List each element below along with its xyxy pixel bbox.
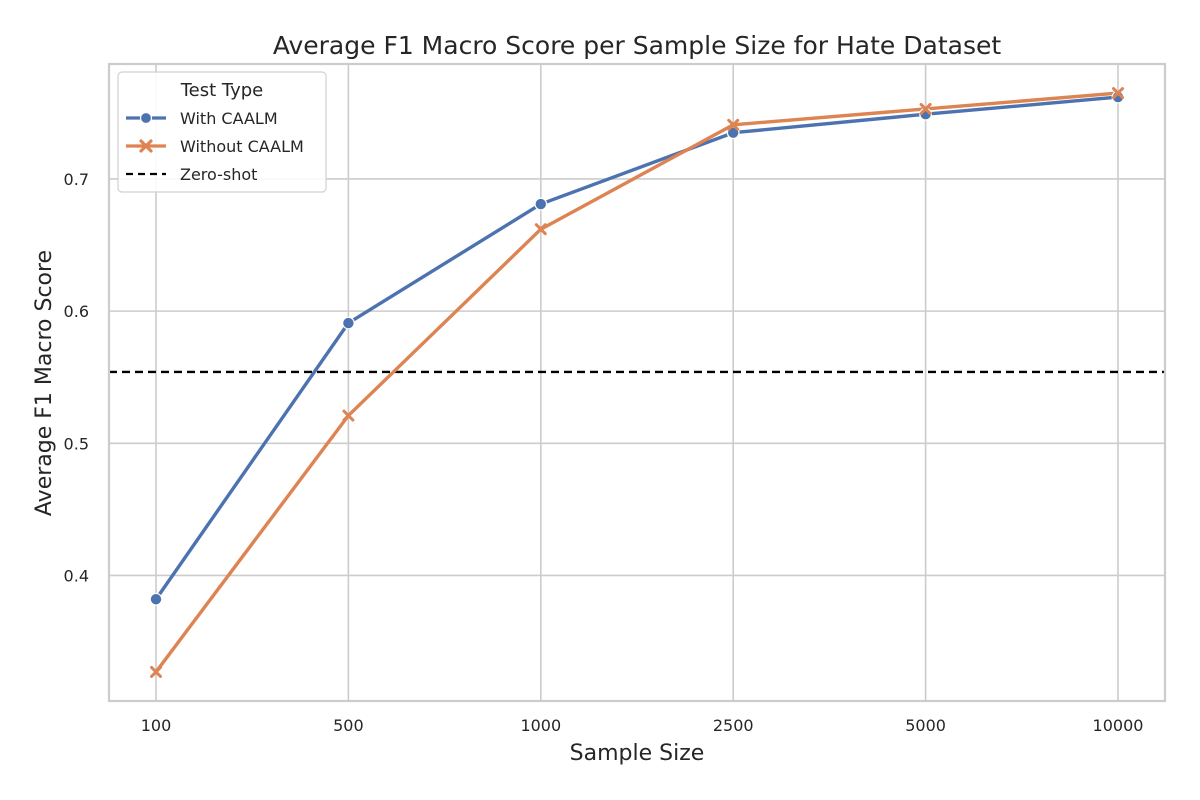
y-tick-label: 0.7	[64, 170, 89, 189]
series-line-with-caalm	[154, 95, 1120, 601]
legend-title: Test Type	[180, 80, 264, 101]
point-without-caalm-2500	[727, 118, 740, 131]
legend-label-zero-shot: Zero-shot	[180, 165, 257, 184]
point-with-caalm-100	[149, 592, 163, 606]
series-line-without-caalm	[154, 91, 1120, 674]
x-tick-label: 10000	[1093, 716, 1144, 735]
chart-title: Average F1 Macro Score per Sample Size f…	[273, 31, 1002, 60]
point-without-caalm-1000	[534, 223, 547, 236]
point-without-caalm-100	[150, 665, 162, 678]
point-without-caalm-5000	[919, 102, 932, 115]
y-tick-label: 0.6	[64, 302, 89, 321]
x-axis-label: Sample Size	[570, 741, 705, 766]
legend-marker-with-caalm	[139, 111, 153, 125]
point-with-caalm-500	[342, 316, 355, 330]
y-axis-ticks: 0.4 0.5 0.6 0.7	[64, 170, 89, 585]
legend-label-without-caalm: Without CAALM	[180, 137, 304, 156]
point-with-caalm-2500	[726, 126, 740, 140]
plot-frame	[107, 62, 1167, 703]
x-tick-label: 5000	[905, 716, 946, 735]
x-tick-label: 100	[141, 716, 172, 735]
point-with-caalm-1000	[534, 197, 548, 211]
series-layer	[149, 87, 1125, 678]
y-tick-label: 0.5	[64, 434, 89, 453]
legend-box	[117, 71, 327, 193]
y-axis-label: Average F1 Macro Score	[32, 250, 57, 516]
gridlines	[109, 64, 1165, 701]
legend-label-with-caalm: With CAALM	[180, 109, 278, 128]
x-tick-label: 1000	[520, 716, 561, 735]
point-without-caalm-10000	[1112, 87, 1124, 100]
x-tick-label: 500	[333, 716, 364, 735]
y-tick-label: 0.4	[64, 566, 89, 585]
legend: Test Type With CAALM Without CAALM Zero-…	[117, 71, 327, 193]
point-without-caalm-500	[342, 409, 355, 422]
x-axis-ticks: 100 500 1000 2500 5000 10000	[141, 716, 1144, 735]
legend-marker-without-caalm	[139, 139, 153, 153]
x-tick-label: 2500	[713, 716, 754, 735]
